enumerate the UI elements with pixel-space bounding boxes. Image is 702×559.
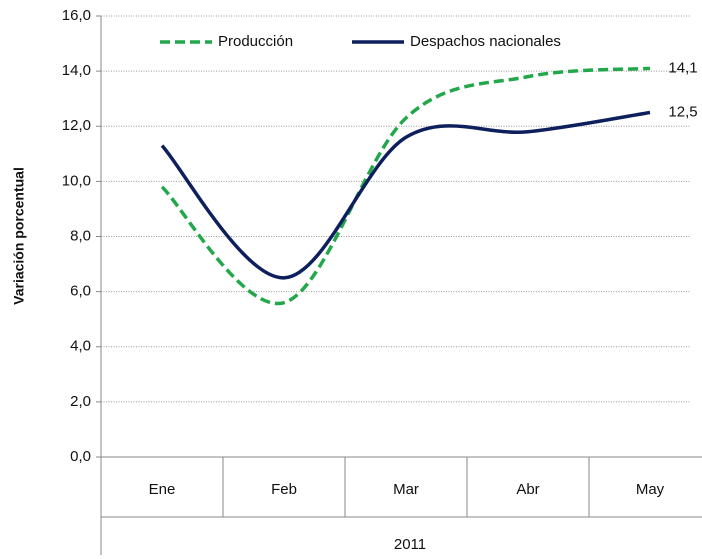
y-tick-label: 8,0: [70, 227, 91, 244]
group-label: 2011: [394, 536, 426, 553]
line-series: [160, 110, 651, 280]
y-tick-label: 12,0: [62, 117, 91, 134]
x-tick-label: Mar: [393, 481, 419, 498]
y-tick-label: 14,0: [62, 62, 91, 79]
x-tick-label: May: [636, 481, 665, 498]
x-tick-label: Abr: [516, 481, 539, 498]
y-axis-label: Variación porcentual: [11, 167, 27, 305]
data-label: 12,5: [668, 103, 697, 120]
y-tick-label: 2,0: [70, 393, 91, 410]
x-tick-label: Ene: [149, 481, 176, 498]
x-tick-label: Feb: [271, 481, 297, 498]
y-tick-label: 16,0: [62, 7, 91, 24]
y-tick-label: 6,0: [70, 283, 91, 300]
legend-label: Producción: [218, 33, 293, 50]
y-tick-label: 10,0: [62, 172, 91, 189]
data-label: 14,1: [668, 59, 697, 76]
legend-label: Despachos nacionales: [410, 33, 561, 50]
y-tick-label: 0,0: [70, 448, 91, 465]
y-tick-label: 4,0: [70, 338, 91, 355]
line-series: [160, 66, 651, 306]
